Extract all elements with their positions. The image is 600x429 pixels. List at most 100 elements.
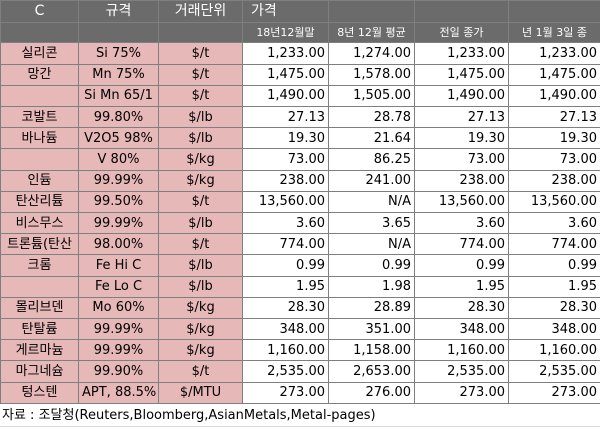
- unit-cell: $/lb: [158, 127, 243, 150]
- unit-cell: $/t: [158, 360, 243, 383]
- mineral-cell: 마그네슘: [0, 360, 79, 383]
- header-unit: 거래단위: [158, 0, 243, 24]
- header-blank: [414, 0, 509, 24]
- table-row: 망간 Mn 75% $/t 1,475.00 1,578.00 1,475.00 1,475…: [0, 63, 600, 86]
- price-cell-1: 774.00: [242, 233, 329, 256]
- price-cell-1: 1,490.00: [242, 84, 329, 108]
- price-cell-3: 19.30: [414, 127, 509, 150]
- mineral-cell: [0, 148, 79, 171]
- price-cell-4: 0.99: [508, 254, 600, 277]
- table-row: 비스무스 99.99% $/lb 3.60 3.65 3.60 3.60: [0, 212, 600, 235]
- table-row: 크롬 Fe Hi C $/lb 0.99 0.99 0.99 0.99: [0, 254, 600, 277]
- price-cell-4: 1,233.00: [508, 42, 600, 65]
- price-cell-1: 0.99: [242, 254, 329, 277]
- price-cell-4: 19.30: [508, 127, 600, 150]
- unit-cell: $/kg: [158, 169, 243, 192]
- unit-cell: $/kg: [158, 296, 243, 320]
- price-cell-1: 1,475.00: [242, 63, 329, 86]
- subheader-row: 18년12월말 8년 12월 평균 전일 종가 년 1월 3일 종: [0, 22, 600, 44]
- table-row: Si Mn 65/1 $/t 1,490.00 1,505.00 1,490.00 1,4…: [0, 84, 600, 108]
- spec-cell: APT, 88.5%: [78, 381, 159, 405]
- unit-cell: $/lb: [158, 106, 243, 129]
- mineral-cell: [0, 84, 79, 108]
- price-cell-2: 1,505.00: [328, 84, 415, 108]
- price-cell-2: 1.98: [328, 275, 415, 298]
- spec-cell: V2O5 98%: [78, 127, 159, 150]
- unit-cell: $/lb: [158, 212, 243, 235]
- subheader-blank: [158, 22, 243, 44]
- mineral-cell: 실리콘: [0, 42, 79, 65]
- price-cell-4: 1,160.00: [508, 339, 600, 362]
- spec-cell: 99.99%: [78, 318, 159, 341]
- spec-cell: 99.99%: [78, 212, 159, 235]
- spec-cell: Mn 75%: [78, 63, 159, 86]
- price-cell-1: 2,535.00: [242, 360, 329, 383]
- table-row: 탄탈륨 99.99% $/kg 348.00 351.00 348.00 348.00: [0, 318, 600, 341]
- price-cell-3: 774.00: [414, 233, 509, 256]
- table-row: 게르마늄 99.99% $/kg 1,160.00 1,158.00 1,160.00 1,…: [0, 339, 600, 362]
- price-cell-3: 27.13: [414, 106, 509, 129]
- price-cell-1: 73.00: [242, 148, 329, 171]
- mineral-cell: 크롬: [0, 254, 79, 277]
- price-cell-1: 1,160.00: [242, 339, 329, 362]
- unit-cell: $/kg: [158, 339, 243, 362]
- price-cell-2: N/A: [328, 233, 415, 256]
- price-cell-4: 2,535.00: [508, 360, 600, 383]
- mineral-cell: 바나듐: [0, 127, 79, 150]
- price-cell-2: 1,274.00: [328, 42, 415, 65]
- price-cell-4: 27.13: [508, 106, 600, 129]
- mineral-cell: 트론튬(탄산: [0, 233, 79, 256]
- unit-cell: $/t: [158, 42, 243, 65]
- table-row: V 80% $/kg 73.00 86.25 73.00 73.00: [0, 148, 600, 171]
- price-cell-2: 276.00: [328, 381, 415, 405]
- spec-cell: 99.80%: [78, 106, 159, 129]
- price-cell-1: 27.13: [242, 106, 329, 129]
- mineral-cell: 코발트: [0, 106, 79, 129]
- spec-cell: 99.50%: [78, 190, 159, 214]
- header-price: 가격: [242, 0, 329, 24]
- price-cell-2: 351.00: [328, 318, 415, 341]
- unit-cell: $/t: [158, 84, 243, 108]
- price-cell-4: 273.00: [508, 381, 600, 405]
- spec-cell: Fe Lo C: [78, 275, 159, 298]
- price-cell-4: 1.95: [508, 275, 600, 298]
- mineral-cell: 탄탈륨: [0, 318, 79, 341]
- price-cell-2: 28.89: [328, 296, 415, 320]
- subheader-price-1: 18년12월말: [242, 22, 329, 44]
- unit-cell: $/kg: [158, 318, 243, 341]
- price-cell-3: 3.60: [414, 212, 509, 235]
- price-cell-3: 1,475.00: [414, 63, 509, 86]
- price-cell-4: 774.00: [508, 233, 600, 256]
- price-cell-1: 238.00: [242, 169, 329, 192]
- price-cell-2: 1,158.00: [328, 339, 415, 362]
- mineral-cell: 비스무스: [0, 212, 79, 235]
- table-row: 코발트 99.80% $/lb 27.13 28.78 27.13 27.13: [0, 106, 600, 129]
- unit-cell: $/t: [158, 63, 243, 86]
- price-cell-1: 1.95: [242, 275, 329, 298]
- price-cell-2: 1,578.00: [328, 63, 415, 86]
- price-cell-3: 0.99: [414, 254, 509, 277]
- unit-cell: $/lb: [158, 275, 243, 298]
- spec-cell: Si Mn 65/1: [78, 84, 159, 108]
- table-row: 몰리브덴 Mo 60% $/kg 28.30 28.89 28.30 28.30: [0, 296, 600, 320]
- footer-gridline: [0, 426, 600, 427]
- spec-cell: Fe Hi C: [78, 254, 159, 277]
- unit-cell: $/kg: [158, 148, 243, 171]
- price-cell-3: 13,560.00: [414, 190, 509, 214]
- price-cell-1: 13,560.00: [242, 190, 329, 214]
- table-row: 탄산리튬 99.50% $/t 13,560.00 N/A 13,560.00 13,560…: [0, 190, 600, 214]
- spec-cell: 99.99%: [78, 339, 159, 362]
- unit-cell: $/t: [158, 190, 243, 214]
- price-cell-2: 241.00: [328, 169, 415, 192]
- subheader-price-4: 년 1월 3일 종: [508, 22, 600, 44]
- price-cell-1: 19.30: [242, 127, 329, 150]
- price-cell-2: 86.25: [328, 148, 415, 171]
- subheader-blank: [78, 22, 159, 44]
- spec-cell: 99.90%: [78, 360, 159, 383]
- price-cell-2: 2,653.00: [328, 360, 415, 383]
- price-cell-4: 1,475.00: [508, 63, 600, 86]
- spec-cell: 99.99%: [78, 169, 159, 192]
- mineral-cell: 게르마늄: [0, 339, 79, 362]
- price-cell-3: 2,535.00: [414, 360, 509, 383]
- price-table: C 규격 거래단위 가격 18년12월말 8년 12월 평균 전일 종가 년 1…: [0, 0, 600, 405]
